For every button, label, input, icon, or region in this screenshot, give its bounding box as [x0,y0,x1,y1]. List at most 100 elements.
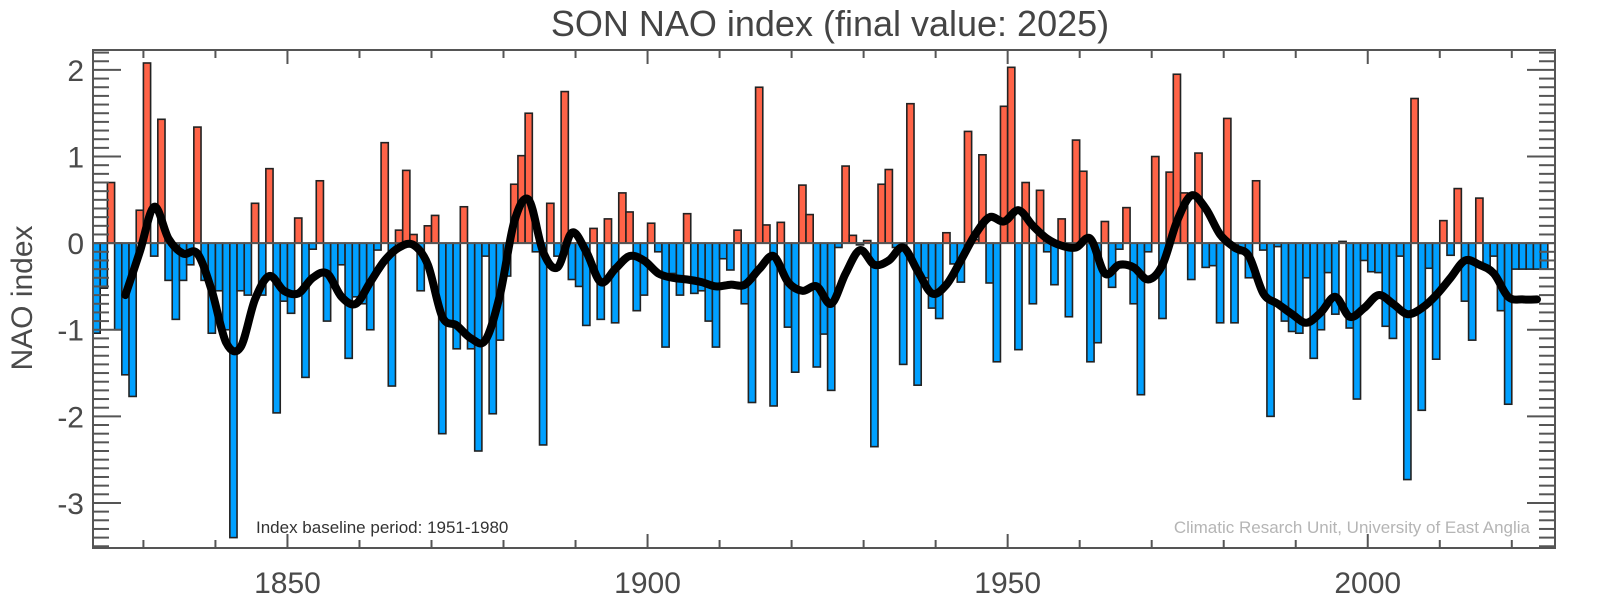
bar-2005 [1402,242,1412,481]
bar-2015 [1474,197,1484,244]
bar-2000 [1366,242,1376,273]
bar-2021 [1518,242,1527,270]
bar-1888 [560,90,570,244]
ticks-group [93,50,1555,548]
bar-1869 [423,225,433,244]
bar-2010 [1438,219,1448,244]
bar-1826 [113,242,123,331]
bar-1892 [589,227,598,244]
bar-1975 [1186,242,1196,281]
bar-1953 [1028,242,1038,305]
x-tick-label-2000: 2000 [1334,567,1401,600]
bar-2004 [1395,242,1405,257]
bar-2023 [1532,242,1542,270]
bar-1827 [121,242,130,376]
bar-2006 [1410,97,1419,244]
bar-1936 [906,102,915,244]
bar-1854 [315,179,325,244]
bar-1903 [668,242,678,275]
bar-1977 [1201,242,1211,269]
bar-1843 [236,242,246,292]
bar-1992 [1309,242,1319,360]
bar-1935 [898,242,908,366]
bar-1877 [481,242,490,257]
bar-1957 [1057,218,1067,244]
bar-1915 [754,86,764,244]
bar-1885 [538,242,548,446]
bar-1933 [884,168,894,244]
bar-1913 [740,242,750,305]
bar-2001 [1374,242,1383,274]
bar-1968 [1136,242,1146,396]
bar-1866 [401,169,411,244]
tick-labels-group: 1850 1900 1950 2000 -3 -2 -1 0 1 2 [57,55,1401,600]
bar-1931 [870,242,879,448]
bar-1939 [927,242,937,309]
bar-2019 [1503,242,1513,406]
bar-1963 [1100,220,1110,244]
bar-1897 [625,211,634,244]
bar-2007 [1417,242,1427,412]
baseline-note: Index baseline period: 1951-1980 [256,518,508,537]
bar-1999 [1359,242,1369,262]
bar-1883 [524,112,534,244]
bar-1966 [1122,206,1131,244]
bar-1925 [826,242,836,392]
bar-1994 [1323,242,1333,274]
bar-1905 [682,212,692,244]
bar-2022 [1525,242,1535,270]
bar-1958 [1064,242,1074,318]
x-tick-label-1850: 1850 [254,567,321,600]
bar-1862 [373,242,382,251]
y-tick-label-1: 1 [67,142,84,175]
bar-2012 [1453,187,1463,244]
bar-2011 [1446,242,1455,257]
bar-1847 [265,167,274,244]
bar-1927 [841,165,850,244]
y-tick-label-2: 2 [67,55,84,88]
bar-2013 [1460,242,1470,302]
bar-1896 [617,192,627,244]
y-axis-label: NAO index [6,225,39,370]
bar-1911 [725,242,735,271]
bar-1842 [229,242,238,539]
bar-1831 [149,242,159,257]
bar-1871 [437,242,447,435]
plot-frame [92,49,1556,549]
bar-1923 [812,242,822,368]
bar-1823 [92,242,101,335]
bar-1840 [214,242,224,292]
bar-1844 [243,242,253,296]
y-tick-label--1: -1 [57,315,84,348]
bar-1906 [689,242,699,295]
bar-1912 [733,229,742,244]
x-tick-label-1950: 1950 [974,567,1041,600]
bar-1980 [1222,117,1232,244]
bar-1848 [272,242,282,414]
bar-1981 [1230,242,1239,324]
bar-1859 [351,242,361,298]
bar-1870 [430,214,440,244]
bar-1841 [221,242,231,331]
bar-2003 [1388,242,1398,340]
bar-1857 [337,242,346,266]
y-tick-label-0: 0 [67,228,84,261]
bar-1947 [985,242,995,284]
bar-1944 [963,130,973,244]
bar-1922 [805,213,814,244]
bar-1978 [1208,242,1218,267]
bar-1956 [1050,242,1059,286]
bar-1984 [1251,179,1261,244]
bar-1916 [761,224,771,244]
bar-1918 [776,221,786,244]
bar-1991 [1302,242,1311,279]
bar-1985 [1258,242,1268,251]
bar-1910 [718,242,728,260]
bar-1948 [992,242,1002,363]
bar-1979 [1215,242,1225,324]
bar-1895 [610,242,620,324]
bar-1851 [293,217,303,244]
bar-1951 [1014,242,1023,351]
smoothed-line [121,191,1541,356]
